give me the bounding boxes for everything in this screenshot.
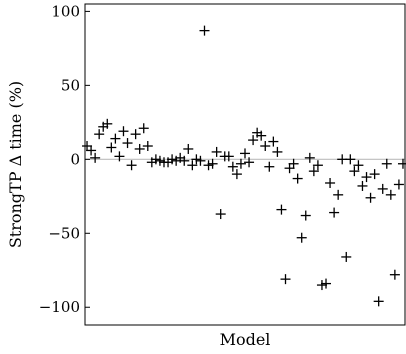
data-point: [227, 161, 238, 172]
data-point: [86, 145, 97, 156]
data-point: [349, 166, 360, 177]
y-tick-label: −100: [39, 298, 80, 316]
data-point: [256, 130, 267, 141]
data-point: [308, 166, 319, 177]
data-point: [142, 141, 153, 152]
data-point: [385, 189, 396, 200]
data-point: [357, 180, 368, 191]
data-point: [244, 157, 255, 168]
data-point: [118, 126, 129, 137]
data-point: [248, 135, 259, 146]
data-point: [369, 169, 380, 180]
data-point: [110, 133, 121, 144]
data-point: [312, 160, 323, 171]
data-point: [130, 129, 141, 140]
data-point: [300, 210, 311, 221]
data-point: [316, 280, 327, 291]
data-point: [94, 129, 105, 140]
data-point: [122, 138, 133, 149]
data-point: [272, 146, 283, 157]
data-point: [353, 160, 364, 171]
data-point: [333, 189, 344, 200]
data-point: [223, 151, 234, 162]
data-point: [114, 151, 125, 162]
data-point: [102, 118, 113, 129]
data-point: [325, 177, 336, 188]
data-point: [345, 154, 356, 165]
data-point: [329, 207, 340, 218]
data-point: [195, 155, 206, 166]
data-point: [207, 158, 218, 169]
data-point: [150, 154, 161, 165]
x-axis-label: Model: [220, 330, 271, 349]
data-point: [240, 148, 250, 159]
data-point: [296, 232, 307, 243]
data-point: [138, 123, 149, 134]
data-point: [211, 146, 222, 157]
y-tick-label: 100: [51, 2, 80, 20]
data-point: [260, 141, 271, 152]
data-point: [183, 143, 194, 154]
data-point: [203, 160, 214, 171]
y-tick-label: 0: [70, 150, 80, 168]
data-point: [341, 251, 352, 262]
data-point: [126, 160, 137, 171]
data-point: [179, 155, 190, 166]
plot-frame: [84, 3, 406, 326]
data-point: [264, 161, 275, 172]
data-point: [397, 158, 406, 169]
data-point: [187, 160, 198, 171]
data-point: [90, 152, 101, 163]
data-point: [231, 169, 242, 180]
data-point: [82, 141, 93, 152]
data-point: [321, 278, 332, 289]
data-point: [199, 25, 210, 36]
data-point: [304, 152, 315, 163]
data-point: [389, 269, 400, 280]
data-point: [288, 158, 299, 169]
data-point: [361, 172, 372, 183]
y-axis-label: StrongTP Δ time (%): [6, 81, 25, 248]
data-point: [235, 158, 246, 169]
y-tick-label: 50: [61, 76, 80, 94]
data-points: [82, 25, 406, 307]
y-axis-ticks: 100 50 0 −50 −100: [39, 2, 90, 316]
y-tick-label: −50: [48, 224, 80, 242]
data-point: [381, 158, 392, 169]
data-point: [365, 192, 376, 203]
data-point: [377, 183, 388, 194]
data-point: [393, 179, 404, 190]
data-point: [191, 154, 202, 165]
data-point: [284, 163, 295, 174]
data-point: [280, 274, 291, 285]
data-point: [215, 209, 226, 220]
data-point: [276, 204, 287, 215]
data-point: [134, 143, 145, 154]
data-point: [373, 296, 384, 307]
data-point: [167, 154, 178, 165]
data-point: [154, 155, 165, 166]
data-point: [268, 136, 279, 147]
data-point: [106, 142, 117, 153]
data-point: [292, 173, 303, 184]
